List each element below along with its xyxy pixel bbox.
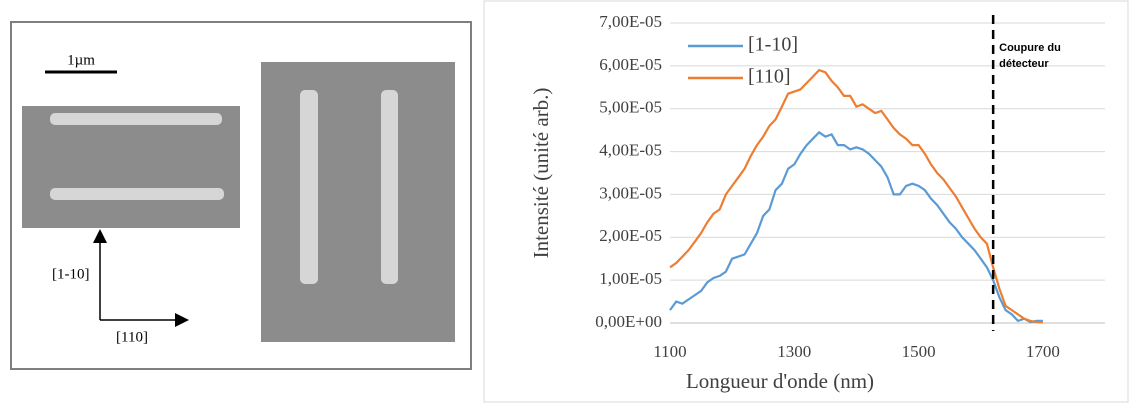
y-axis-title: Intensité (unité arb.): [529, 88, 553, 259]
sem-image-horizontal: [22, 106, 240, 228]
direction-label: [110]: [116, 329, 148, 345]
direction-label: [1-10]: [52, 266, 90, 282]
annotation: Coupure du détecteur: [999, 42, 1061, 70]
y-tick-label: 7,00E-05: [599, 12, 662, 31]
legend-label: [110]: [748, 66, 791, 88]
x-axis-title: Longueur d'onde (nm): [686, 369, 874, 393]
x-tick-label: 1300: [777, 342, 811, 361]
nanowire: [50, 113, 222, 125]
x-tick-label: 1100: [653, 342, 686, 361]
legend-label: [1-10]: [748, 34, 798, 56]
y-tick-label: 5,00E-05: [599, 98, 662, 117]
sem-image-vertical: [261, 62, 455, 342]
nanowire: [300, 90, 318, 284]
y-tick-label: 4,00E-05: [599, 140, 662, 159]
y-tick-label: 0,00E+00: [595, 312, 662, 331]
y-tick-label: 2,00E-05: [599, 226, 662, 245]
x-tick-label: 1500: [902, 342, 936, 361]
arrow-head: [175, 313, 189, 327]
y-tick-label: 3,00E-05: [599, 183, 662, 202]
x-tick-label: 1700: [1026, 342, 1060, 361]
nanowire: [50, 188, 224, 200]
chart-panel: [483, 0, 1129, 403]
y-tick-label: 6,00E-05: [599, 55, 662, 74]
arrow-head: [93, 229, 107, 243]
series-line: [669, 68, 1043, 324]
nanowire: [381, 90, 398, 284]
series-line: [669, 130, 1043, 324]
y-tick-label: 1,00E-05: [599, 269, 662, 288]
scale-label: 1µm: [67, 52, 95, 68]
